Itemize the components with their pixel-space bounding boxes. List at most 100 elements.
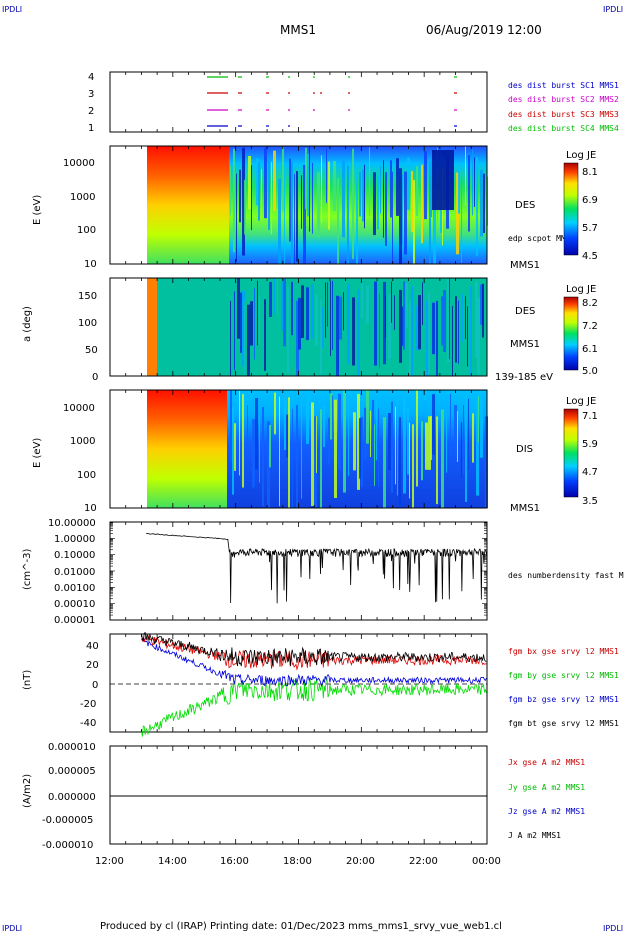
spectrogram-stripe (391, 401, 393, 493)
density-label: des numberdensity fast M (508, 571, 624, 580)
spectrogram-stripe (449, 278, 450, 360)
spectrogram-stripe (401, 306, 404, 346)
spectrogram-stripe (317, 172, 320, 238)
spectrogram-stripe (269, 424, 271, 468)
spectrogram-stripe (298, 297, 301, 350)
spectrogram-stripe (267, 421, 270, 508)
spectrogram-stripe (388, 413, 391, 471)
field-label-by: fgm by gse srvy l2 MMS1 (508, 671, 619, 680)
spectrogram-stripe (366, 285, 369, 324)
dis-energy-bottom-label: MMS1 (510, 503, 540, 514)
burst-panel: 4 3 2 1 des dist burst SC1 MMS1 des dist… (88, 71, 619, 134)
spectrogram-stripe (432, 302, 435, 355)
spectrogram-stripe (404, 171, 407, 255)
spectrogram-stripe (330, 281, 331, 356)
spectrogram-stripe (343, 390, 346, 493)
spectrogram-stripe (470, 286, 472, 376)
dis-energy-ylabel: E (eV) (32, 438, 43, 468)
spectrogram-stripe (259, 296, 260, 346)
burst-ytick-1: 1 (88, 123, 94, 134)
spectrogram-stripe (428, 416, 431, 470)
spectrogram-stripe (320, 299, 322, 375)
spectrogram-stripe (422, 282, 423, 326)
spectrogram-stripe (421, 164, 423, 244)
spectrogram-stripe (406, 282, 408, 329)
spectrogram-stripe (468, 155, 470, 232)
spectrogram-stripe (436, 300, 438, 376)
date-title: 06/Aug/2019 12:00 (426, 23, 542, 37)
current-ytick-1: 0.000005 (48, 766, 96, 777)
spectrogram-stripe (264, 147, 267, 219)
spectrogram-stripe (259, 416, 260, 483)
burst-ytick-4: 4 (88, 72, 94, 83)
spectrogram-stripe (242, 394, 244, 488)
spectrogram-stripe (254, 288, 255, 360)
spectrogram-stripe (452, 305, 453, 376)
des-energy-ytick-1000: 1000 (70, 192, 95, 203)
spectrogram-stripe (411, 171, 413, 232)
spectrogram-stripe (327, 282, 328, 327)
spectrogram-stripe (480, 396, 483, 458)
spectrogram-stripe (311, 284, 314, 339)
spectrogram-stripe (383, 281, 386, 365)
des-energy-colorbar-tick-1: 8.1 (582, 167, 598, 178)
des-energy-bottom-label: MMS1 (510, 260, 540, 271)
time-axis: 12:00 14:00 16:00 18:00 20:00 22:00 00:0… (95, 856, 501, 867)
field-by-line (141, 677, 487, 737)
spectrogram-stripe (379, 293, 380, 368)
spectrogram-stripe (264, 299, 266, 371)
spectrogram-stripe (477, 297, 480, 375)
time-tick-2200: 22:00 (409, 856, 438, 867)
spectrogram-stripe (309, 146, 310, 232)
spectrogram-stripe (432, 394, 435, 455)
spectrogram-stripe (411, 286, 413, 376)
spectrogram-stripe (385, 172, 387, 246)
spectrogram-stripe (377, 175, 379, 230)
spectrogram-stripe (407, 157, 410, 210)
spectrogram-stripe (347, 283, 350, 365)
spectrogram-stripe (291, 162, 293, 264)
spectrogram-stripe (383, 160, 384, 238)
spectrogram-stripe (289, 158, 291, 242)
spectrogram-stripe (239, 169, 241, 223)
des-pitch-ylabel: a (deg) (22, 306, 33, 342)
spectrogram-stripe (257, 280, 258, 346)
spectrogram-stripe (374, 424, 375, 486)
spectrogram-stripe (281, 281, 283, 331)
density-ylabel: (cm^-3) (22, 549, 33, 590)
spectrogram-stripe (328, 418, 330, 465)
spectrogram-stripe (457, 411, 458, 462)
burst-label-sc1: des dist burst SC1 MMS1 (508, 81, 619, 90)
current-ytick-0: 0.000010 (48, 742, 96, 753)
spectrogram-stripe (320, 409, 322, 508)
dis-energy-colorbar-tick-3: 4.7 (582, 467, 598, 478)
spectrogram-stripe (352, 297, 355, 366)
density-minor-ticks (110, 522, 487, 621)
spectrogram-stripe (330, 393, 333, 440)
current-label-jx: Jx gse A m2 MMS1 (508, 758, 585, 767)
spectrogram-stripe (476, 157, 478, 257)
spectrogram-stripe (441, 296, 443, 346)
spectrogram-stripe (261, 169, 262, 221)
spectrogram-stripe (332, 280, 333, 350)
spectrogram-stripe (273, 150, 276, 212)
spectrogram-stripe (333, 160, 336, 211)
field-ytick-40: 40 (86, 641, 99, 652)
spectrogram-stripe (431, 158, 432, 218)
density-ytick-1: 1.00000 (54, 534, 95, 545)
spectrogram-stripe (430, 416, 432, 460)
current-ytick-4: -0.000010 (42, 840, 93, 851)
spectrogram-stripe (252, 419, 255, 488)
spectrogram-stripe (284, 397, 286, 450)
spectrogram-stripe (286, 414, 289, 458)
field-ytick-minus20: -20 (80, 699, 96, 710)
spectrogram-stripe (361, 417, 363, 487)
des-pitch-label: DES (515, 306, 535, 317)
spectrogram-stripe (255, 398, 258, 470)
spectrogram-stripe (458, 300, 459, 364)
des-energy-sub-label: edp scpot MMS1 (508, 234, 576, 243)
current-ytick-2: 0.000000 (48, 792, 96, 803)
dis-energy-colorbar-tick-4: 3.5 (582, 496, 598, 507)
spectrogram-stripe (391, 281, 392, 323)
spectrogram-stripe (334, 399, 337, 498)
